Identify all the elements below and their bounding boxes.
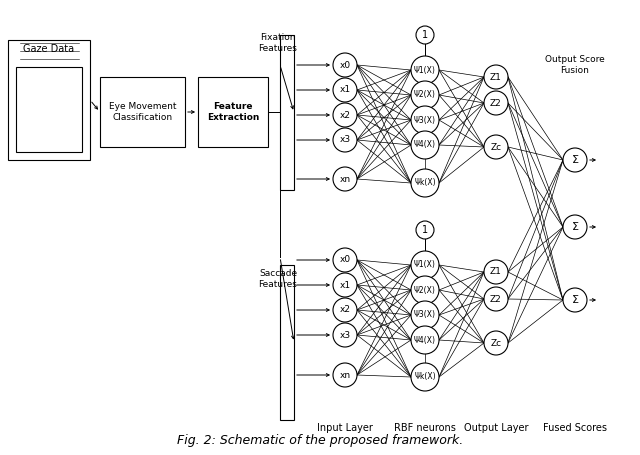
Text: x1: x1 [339,86,351,95]
Text: x1: x1 [339,280,351,289]
Circle shape [333,167,357,191]
Circle shape [411,169,439,197]
Circle shape [416,26,434,44]
Circle shape [484,91,508,115]
Text: Ψk(X): Ψk(X) [414,373,436,381]
Bar [16,67,82,152]
Circle shape [333,103,357,127]
Text: Ψ2(X): Ψ2(X) [414,285,436,294]
Circle shape [333,53,357,77]
Text: Ψ4(X): Ψ4(X) [414,335,436,344]
Circle shape [333,323,357,347]
Text: Z1: Z1 [490,72,502,81]
Text: Feature
Extraction: Feature Extraction [207,102,259,121]
Circle shape [563,288,587,312]
Text: RBF neurons: RBF neurons [394,423,456,433]
Text: Fig. 2: Schematic of the proposed framework.: Fig. 2: Schematic of the proposed framew… [177,434,463,447]
Text: Input Layer: Input Layer [317,423,373,433]
Text: Zc: Zc [490,142,502,152]
Text: Ψ2(X): Ψ2(X) [414,91,436,100]
Circle shape [484,135,508,159]
Text: x3: x3 [339,330,351,339]
Text: Ψk(X): Ψk(X) [414,178,436,187]
Circle shape [484,260,508,284]
Circle shape [484,287,508,311]
Text: xn: xn [339,175,351,183]
Circle shape [563,215,587,239]
Text: x2: x2 [339,305,351,314]
Text: xn: xn [339,370,351,379]
Text: Output Layer: Output Layer [464,423,528,433]
Circle shape [333,128,357,152]
Text: Gaze Data: Gaze Data [24,44,75,54]
Bar [280,265,294,420]
Bar [198,77,268,147]
Text: x0: x0 [339,61,351,70]
Circle shape [333,298,357,322]
Circle shape [416,221,434,239]
Circle shape [411,81,439,109]
Text: x3: x3 [339,136,351,145]
Circle shape [411,326,439,354]
Text: x0: x0 [339,256,351,264]
Circle shape [411,131,439,159]
Bar [280,35,294,190]
Circle shape [411,106,439,134]
Text: Σ: Σ [572,222,579,232]
Text: Z1: Z1 [490,268,502,277]
Circle shape [333,273,357,297]
Circle shape [563,148,587,172]
Circle shape [333,363,357,387]
Text: Σ: Σ [572,155,579,165]
Text: Ψ3(X): Ψ3(X) [414,310,436,319]
Text: Zc: Zc [490,339,502,348]
Circle shape [411,56,439,84]
Text: Fused Scores: Fused Scores [543,423,607,433]
Circle shape [333,248,357,272]
Text: 1: 1 [422,225,428,235]
Bar [8,40,90,160]
Text: Ψ1(X): Ψ1(X) [414,261,436,269]
Circle shape [411,301,439,329]
Text: x2: x2 [339,111,351,120]
Text: Eye Movement
Classification: Eye Movement Classification [109,102,176,121]
Bar [100,77,185,147]
Text: Ψ1(X): Ψ1(X) [414,66,436,75]
Circle shape [411,251,439,279]
Text: Saccade
Features: Saccade Features [259,269,298,289]
Text: Fixation
Features: Fixation Features [259,33,298,53]
Circle shape [411,276,439,304]
Text: Ψ4(X): Ψ4(X) [414,141,436,150]
Text: Ψ3(X): Ψ3(X) [414,116,436,125]
Text: Z2: Z2 [490,98,502,107]
Circle shape [484,331,508,355]
Text: 1: 1 [422,30,428,40]
Text: Output Score
Fusion: Output Score Fusion [545,56,605,75]
Circle shape [484,65,508,89]
Circle shape [333,78,357,102]
Text: Σ: Σ [572,295,579,305]
Circle shape [411,363,439,391]
Text: Z2: Z2 [490,294,502,303]
